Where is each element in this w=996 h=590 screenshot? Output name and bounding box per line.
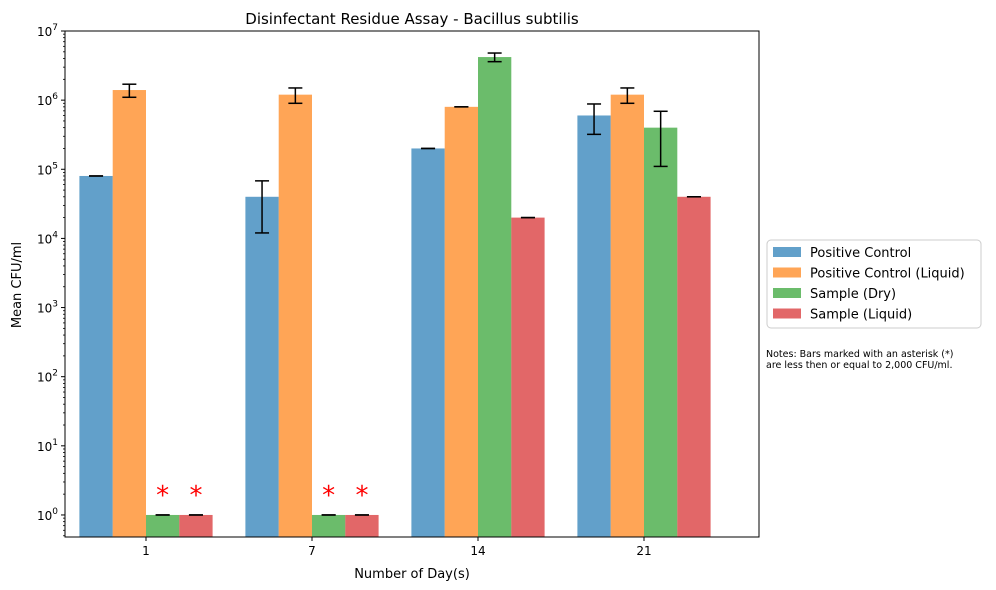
chart-notes: Notes: Bars marked with an asterisk (*)a…: [766, 349, 953, 371]
asterisk-mark: *: [189, 481, 202, 511]
notes-line: are less then or equal to 2,000 CFU/ml.: [766, 360, 952, 371]
legend-entry: Positive Control: [773, 246, 911, 261]
asterisk-mark: *: [355, 481, 368, 511]
asterisk-layer: * * * *: [156, 481, 368, 511]
bar-positive-control-day-14: [411, 148, 445, 537]
legend-label: Positive Control: [810, 246, 911, 261]
x-tick-label: 14: [470, 544, 485, 558]
asterisk-mark: *: [322, 481, 335, 511]
y-tick-label: 105: [37, 161, 58, 177]
y-tick-label: 100: [37, 507, 58, 523]
error-bar-sample-dry-day-14: [487, 52, 502, 63]
bar-positive-control-liquid-day-1: [112, 90, 146, 537]
y-tick-label: 101: [37, 438, 58, 454]
plot-frame: [64, 30, 760, 538]
legend-entry: Positive Control (Liquid): [773, 267, 965, 282]
legend-label: Positive Control (Liquid): [810, 267, 965, 282]
y-axis-ticks: 100 101 102 103 104 105 106 107: [37, 23, 65, 537]
legend: Positive Control Positive Control (Liquid…: [766, 239, 982, 329]
bar-sample-liquid-day-7: [345, 514, 379, 537]
bar-positive-control-liquid-day-14: [444, 106, 478, 537]
bar-positive-control-day-21: [577, 115, 611, 537]
errorbars-layer: [89, 52, 701, 516]
y-tick-label: 102: [37, 369, 58, 385]
legend-swatch: [773, 267, 801, 278]
bar-sample-liquid-day-14: [511, 217, 545, 537]
x-tick-label: 7: [308, 544, 316, 558]
bar-positive-control-liquid-day-7: [278, 94, 312, 537]
legend-label: Sample (Liquid): [810, 308, 912, 323]
bar-positive-control-liquid-day-21: [610, 94, 644, 537]
asterisk-mark: *: [156, 481, 169, 511]
y-tick-label: 103: [37, 300, 58, 316]
x-axis-ticks: 1 7 14 21: [142, 537, 652, 558]
error-bar-positive-control-liquid-day-7: [288, 87, 303, 105]
y-tick-label: 106: [37, 92, 58, 108]
legend-label: Sample (Dry): [810, 287, 896, 302]
bar-sample-dry-day-14: [478, 57, 512, 538]
chart-title: Disinfectant Residue Assay - Bacillus su…: [245, 10, 579, 28]
bar-positive-control-day-1: [79, 175, 113, 537]
y-tick-label: 107: [37, 23, 58, 39]
bar-sample-dry-day-21: [644, 127, 678, 538]
legend-swatch: [773, 308, 801, 319]
bar-sample-dry-day-1: [146, 514, 180, 537]
bar-sample-liquid-day-21: [677, 196, 711, 538]
y-axis-label: Mean CFU/ml: [10, 242, 25, 328]
legend-swatch: [773, 247, 801, 257]
x-tick-label: 21: [636, 544, 651, 558]
bar-sample-liquid-day-1: [179, 514, 213, 537]
legend-frame: [766, 239, 982, 329]
x-axis-label: Number of Day(s): [354, 567, 470, 582]
bar-positive-control-day-7: [245, 196, 279, 538]
y-tick-label: 104: [37, 230, 58, 246]
legend-entry: Sample (Dry): [773, 287, 896, 302]
error-bar-positive-control-liquid-day-21: [620, 87, 635, 105]
bar-sample-dry-day-7: [312, 514, 346, 537]
error-bar-sample-dry-day-21: [653, 110, 668, 168]
error-bar-positive-control-day-21: [587, 103, 602, 136]
bars-layer: [79, 57, 711, 538]
error-bar-positive-control-day-7: [255, 180, 270, 234]
legend-entry: Sample (Liquid): [773, 308, 912, 323]
legend-swatch: [773, 288, 801, 298]
error-bar-positive-control-liquid-day-1: [122, 83, 137, 99]
notes-line: Notes: Bars marked with an asterisk (*): [766, 349, 953, 360]
x-tick-label: 1: [142, 544, 150, 558]
